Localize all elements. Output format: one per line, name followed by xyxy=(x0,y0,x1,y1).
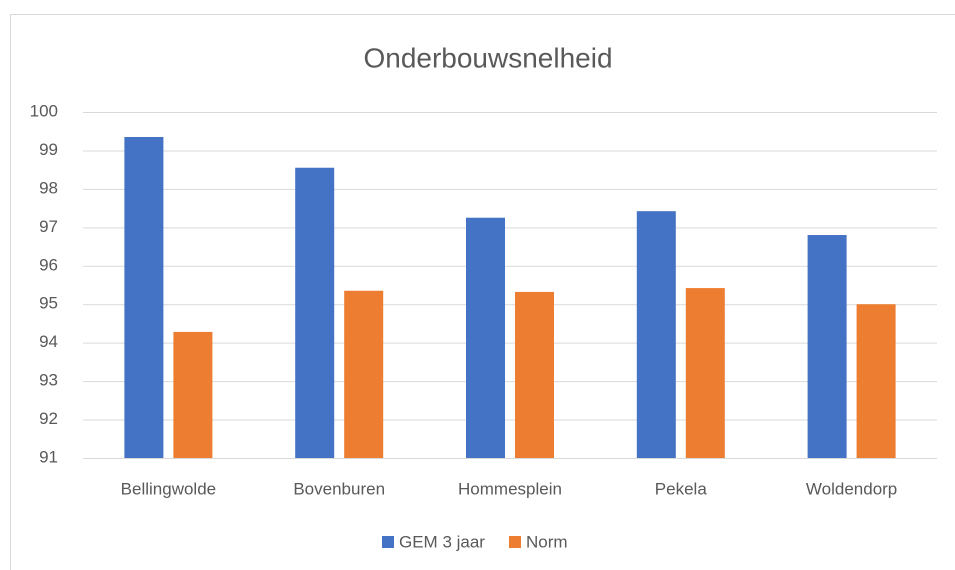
y-tick-label: 93 xyxy=(39,371,58,390)
x-tick-label: Pekela xyxy=(655,479,708,498)
x-tick-label: Bellingwolde xyxy=(121,479,216,498)
bar xyxy=(295,167,335,458)
y-tick-label: 99 xyxy=(39,140,58,159)
legend-swatch xyxy=(382,536,394,548)
bar xyxy=(636,211,676,458)
chart-title: Onderbouwsnelheid xyxy=(363,42,612,73)
y-tick-label: 98 xyxy=(39,178,58,197)
legend-label: Norm xyxy=(526,532,568,551)
bar xyxy=(685,288,725,458)
bar xyxy=(515,291,554,458)
y-tick-label: 95 xyxy=(39,294,58,313)
y-tick-label: 97 xyxy=(39,217,58,236)
bar xyxy=(173,331,213,458)
y-tick-label: 94 xyxy=(39,332,58,351)
y-tick-label: 96 xyxy=(39,255,58,274)
x-tick-label: Woldendorp xyxy=(806,479,897,498)
y-tick-label: 100 xyxy=(30,101,58,120)
x-tick-label: Hommesplein xyxy=(458,479,562,498)
y-tick-label: 91 xyxy=(39,447,58,466)
bar xyxy=(344,290,384,458)
bar xyxy=(856,304,896,458)
y-tick-label: 92 xyxy=(39,409,58,428)
x-tick-label: Bovenburen xyxy=(293,479,385,498)
bar xyxy=(124,136,164,458)
legend-swatch xyxy=(508,536,521,548)
bar xyxy=(466,217,505,458)
legend-label: GEM 3 jaar xyxy=(399,532,485,551)
bar xyxy=(807,235,847,458)
